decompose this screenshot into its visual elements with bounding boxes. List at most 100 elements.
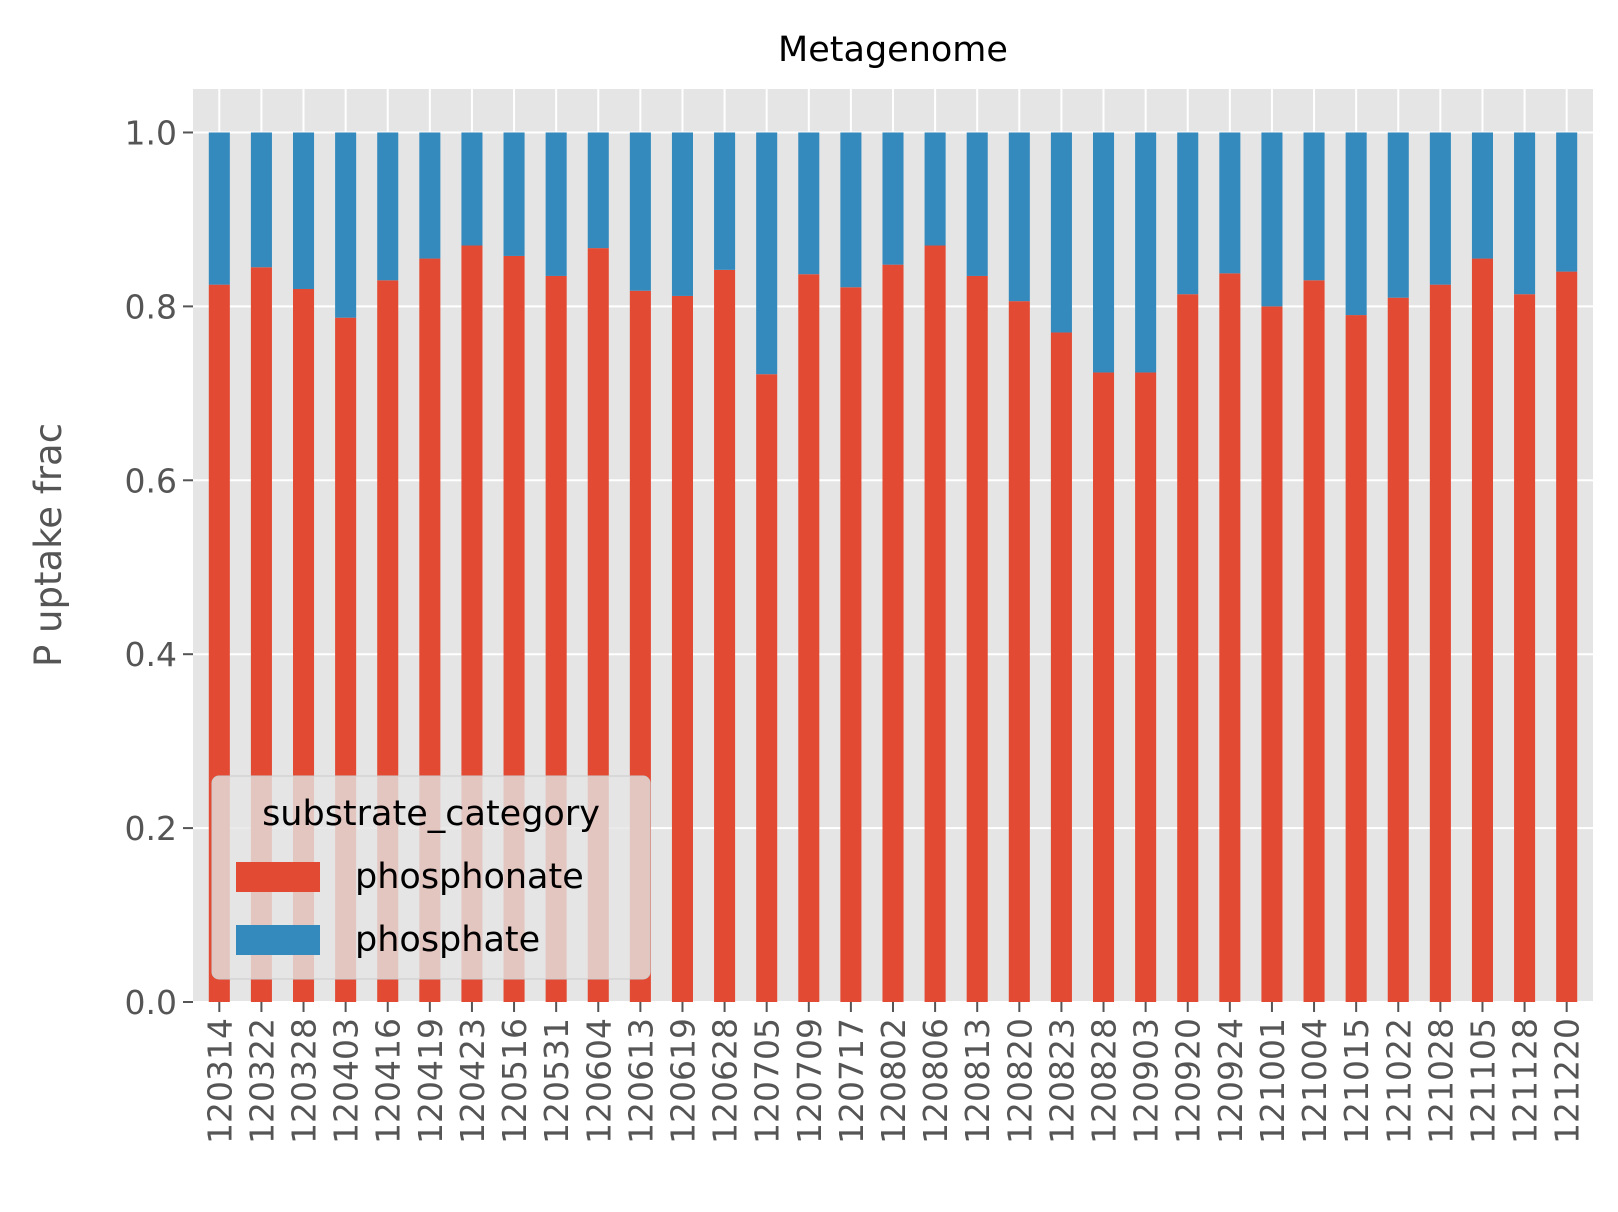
bar-phosphonate-120806: [924, 245, 946, 1002]
bar-phosphate-120717: [840, 132, 862, 288]
y-tick-label: 1.0: [125, 113, 177, 152]
bar-phosphate-121004: [1303, 132, 1325, 281]
x-tick-label: 120516: [495, 1018, 534, 1144]
y-tick-label: 0.8: [125, 287, 177, 326]
bar-phosphonate-121015: [1345, 315, 1367, 1003]
x-tick-label: 120828: [1085, 1018, 1124, 1144]
legend-swatch-phosphate: [236, 925, 320, 955]
bar-phosphate-120705: [756, 132, 778, 375]
bar-phosphate-121015: [1345, 132, 1367, 316]
x-tick-label: 120328: [285, 1018, 324, 1144]
x-tick-label: 120813: [958, 1018, 997, 1144]
bar-phosphonate-120813: [966, 275, 988, 1002]
bar-phosphate-120403: [335, 132, 357, 318]
x-tick-label: 121220: [1548, 1018, 1587, 1144]
bar-phosphate-120604: [587, 132, 609, 249]
x-tick-label: 121028: [1421, 1018, 1460, 1144]
x-tick-label: 120806: [916, 1018, 955, 1144]
bar-phosphonate-120823: [1050, 332, 1072, 1002]
y-tick-label: 0.4: [125, 635, 177, 674]
x-tick-label: 120903: [1127, 1018, 1166, 1144]
bar-phosphonate-121028: [1429, 284, 1451, 1003]
bar-phosphonate-121220: [1556, 271, 1578, 1003]
x-tick-label: 121004: [1295, 1018, 1334, 1144]
bar-phosphate-120920: [1177, 132, 1199, 295]
bar-phosphate-120820: [1008, 132, 1030, 302]
bar-phosphate-120423: [461, 132, 483, 246]
bar-phosphate-120903: [1135, 132, 1157, 373]
bar-phosphate-121001: [1261, 132, 1283, 307]
legend-label-phosphonate: phosphonate: [355, 857, 584, 897]
x-tick-labels: 120314 120322 120328 120403 120416 120419 1204…: [200, 1018, 1586, 1144]
y-tick-label: 0.0: [125, 983, 177, 1022]
x-tick-label: 120416: [369, 1018, 408, 1144]
bar-phosphate-121105: [1471, 132, 1493, 259]
y-tick-labels: 0.0 0.2 0.4 0.6 0.8 1.0: [125, 113, 177, 1022]
bar-phosphate-120924: [1219, 132, 1241, 274]
bar-phosphonate-120828: [1093, 372, 1115, 1003]
bar-phosphate-121128: [1514, 132, 1536, 295]
x-tick-label: 121128: [1506, 1018, 1545, 1144]
x-tick-label: 120705: [748, 1018, 787, 1144]
y-axis-label: P uptake frac: [27, 423, 70, 667]
bar-phosphate-120619: [671, 132, 693, 296]
bar-phosphonate-121105: [1471, 258, 1493, 1002]
legend-swatch-phosphonate: [236, 862, 320, 892]
bar-phosphate-121220: [1556, 132, 1578, 272]
bar-phosphate-120416: [377, 132, 399, 281]
bar-phosphonate-120619: [671, 295, 693, 1002]
x-tick-label: 121001: [1253, 1018, 1292, 1144]
bar-phosphonate-120903: [1135, 372, 1157, 1003]
bar-phosphate-120328: [293, 132, 315, 289]
bar-phosphonate-120705: [756, 374, 778, 1002]
x-tick-label: 121022: [1379, 1018, 1418, 1144]
bar-phosphonate-120717: [840, 287, 862, 1002]
x-tick-label: 121015: [1337, 1018, 1376, 1144]
bar-phosphonate-120820: [1008, 301, 1030, 1002]
bar-phosphonate-121004: [1303, 280, 1325, 1002]
bar-phosphate-120322: [250, 132, 272, 268]
bar-phosphonate-120920: [1177, 294, 1199, 1002]
bar-phosphate-120628: [714, 132, 736, 270]
legend-label-phosphate: phosphate: [355, 920, 540, 960]
x-tick-label: 120322: [242, 1018, 281, 1144]
x-tick-label: 120628: [706, 1018, 745, 1144]
bar-phosphate-120709: [798, 132, 820, 275]
bar-phosphonate-121128: [1514, 294, 1536, 1002]
x-tick-label: 120802: [874, 1018, 913, 1144]
bar-phosphate-120419: [419, 132, 441, 259]
bar-phosphonate-120924: [1219, 273, 1241, 1002]
bar-phosphate-120828: [1093, 132, 1115, 373]
bar-phosphonate-120802: [882, 264, 904, 1002]
x-tick-label: 120619: [663, 1018, 702, 1144]
bar-phosphate-120531: [545, 132, 567, 276]
bar-phosphate-120314: [208, 132, 230, 285]
bar-phosphonate-121001: [1261, 306, 1283, 1002]
x-tick-label: 121105: [1463, 1018, 1502, 1144]
legend-box: [211, 775, 651, 980]
x-tick-label: 120924: [1211, 1018, 1250, 1144]
x-tick-label: 120823: [1042, 1018, 1081, 1144]
bar-phosphate-120802: [882, 132, 904, 265]
x-tick-label: 120423: [453, 1018, 492, 1144]
y-tick-label: 0.6: [125, 461, 177, 500]
bar-phosphate-120823: [1050, 132, 1072, 333]
bar-phosphate-121028: [1429, 132, 1451, 285]
x-tick-label: 120717: [832, 1018, 871, 1144]
bar-phosphate-120806: [924, 132, 946, 246]
legend: substrate_category phosphonate phosphate: [211, 775, 651, 980]
bar-phosphonate-120709: [798, 274, 820, 1002]
bar-phosphate-120516: [503, 132, 525, 256]
bar-phosphate-121022: [1387, 132, 1409, 298]
x-tick-label: 120403: [327, 1018, 366, 1144]
x-tick-label: 120820: [1000, 1018, 1039, 1144]
axis-ticks: [183, 131, 1568, 1012]
x-tick-label: 120604: [579, 1018, 618, 1144]
chart-title: Metagenome: [778, 30, 1008, 70]
x-tick-label: 120613: [621, 1018, 660, 1144]
legend-title: substrate_category: [262, 794, 600, 834]
bar-phosphate-120613: [629, 132, 651, 291]
bar-phosphate-120813: [966, 132, 988, 276]
y-tick-label: 0.2: [125, 809, 177, 848]
